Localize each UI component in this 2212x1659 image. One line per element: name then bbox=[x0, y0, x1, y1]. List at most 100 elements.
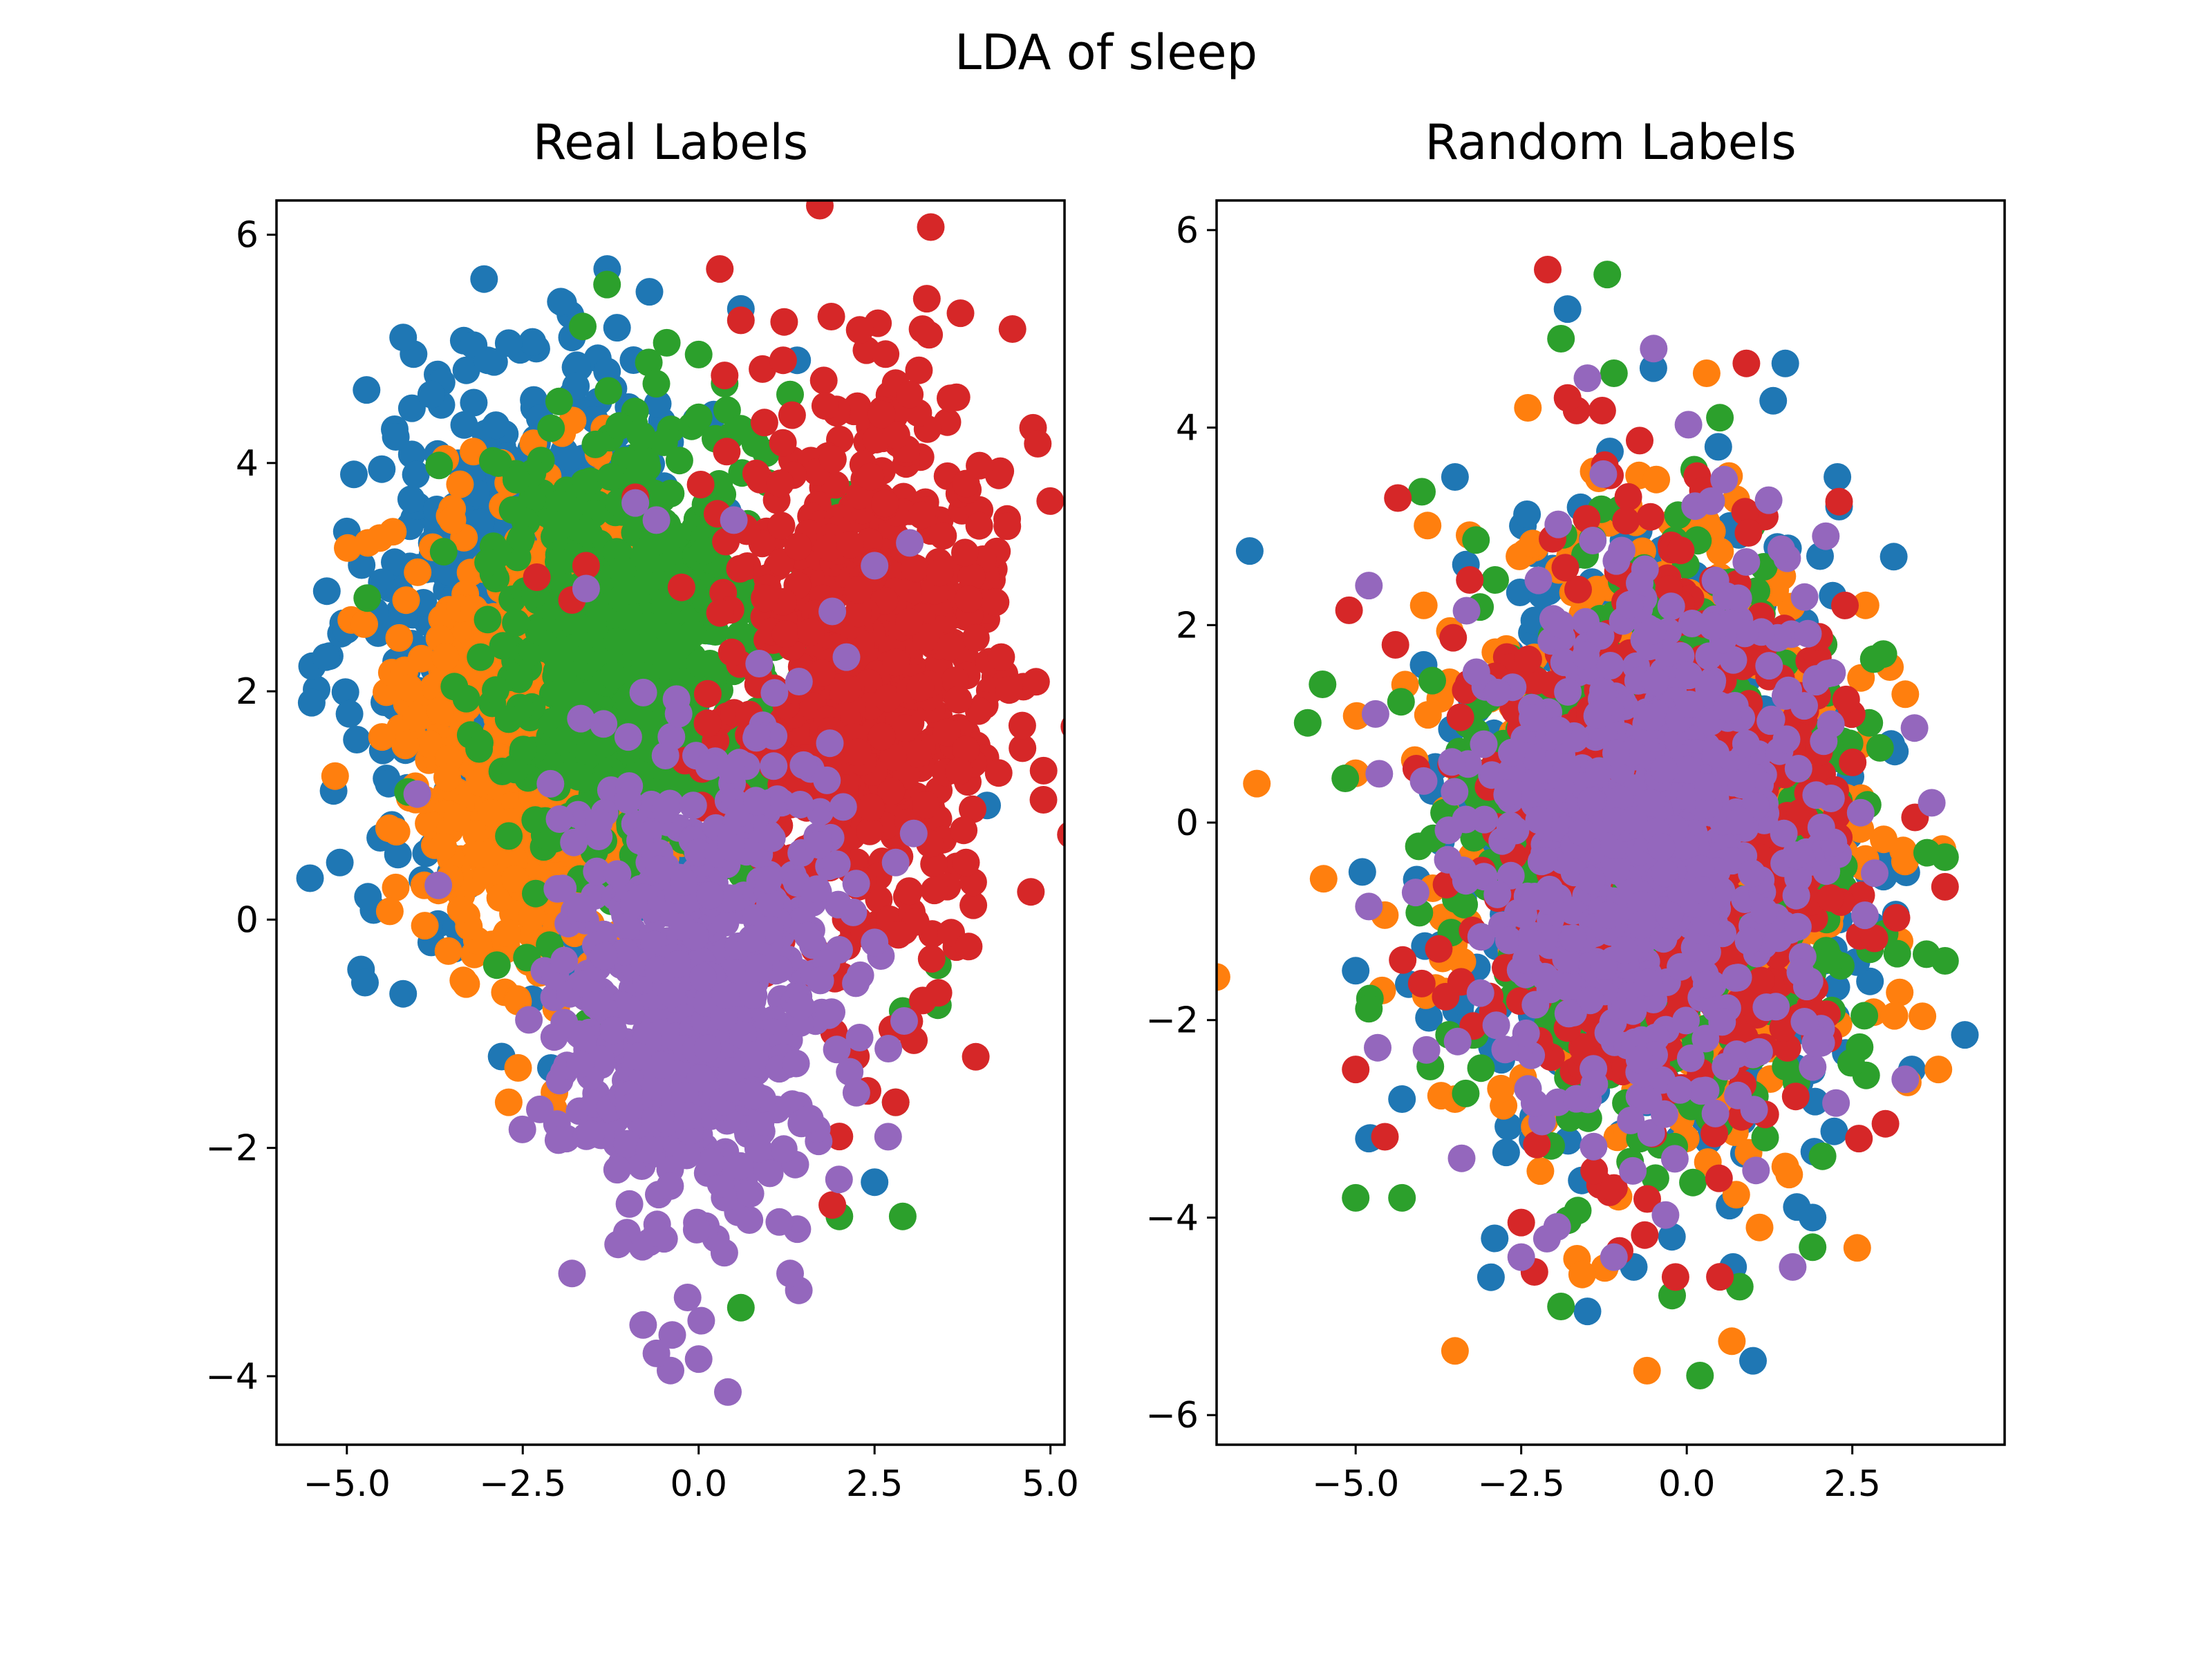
scatter-point bbox=[1951, 1021, 1979, 1049]
scatter-point bbox=[706, 255, 734, 283]
scatter-point bbox=[312, 643, 340, 671]
scatter-point bbox=[667, 573, 695, 601]
scatter-point bbox=[648, 485, 676, 513]
scatter-point bbox=[482, 411, 510, 440]
scatter-point bbox=[735, 1206, 764, 1234]
scatter-point bbox=[343, 726, 371, 753]
scatter-point bbox=[443, 803, 471, 832]
y-tick-label: −2 bbox=[1145, 1000, 1199, 1042]
x-tick-label: −2.5 bbox=[479, 1463, 566, 1505]
scatter-point bbox=[502, 466, 530, 494]
scatter-point bbox=[540, 1023, 568, 1051]
scatter-point bbox=[614, 723, 642, 751]
scatter-point bbox=[467, 643, 495, 671]
scatter-point bbox=[642, 506, 671, 534]
scatter-point bbox=[1441, 1337, 1469, 1365]
scatter-point bbox=[547, 288, 575, 316]
scatter-point bbox=[391, 731, 420, 760]
panel-title-random-labels: Random Labels bbox=[1425, 114, 1796, 171]
plot-frame-real-labels bbox=[275, 199, 1066, 1446]
scatter-point bbox=[590, 710, 618, 738]
scatter-point bbox=[679, 791, 707, 820]
scatter-point bbox=[493, 919, 521, 947]
scatter-point bbox=[964, 697, 993, 725]
scatter-point bbox=[671, 1082, 699, 1110]
scatter-point bbox=[987, 643, 1015, 671]
scatter-point bbox=[1243, 769, 1271, 798]
scatter-point bbox=[615, 1094, 644, 1122]
scatter-point bbox=[1553, 295, 1582, 324]
scatter-point bbox=[465, 735, 494, 763]
scatter-point bbox=[912, 791, 940, 819]
scatter-point bbox=[684, 838, 712, 867]
scatter-point bbox=[776, 380, 804, 409]
scatter-point bbox=[407, 644, 435, 673]
scatter-point bbox=[696, 881, 724, 910]
scatter-point bbox=[998, 315, 1027, 343]
scatter-point bbox=[1388, 1085, 1416, 1113]
scatter-point bbox=[861, 552, 889, 580]
scatter-point bbox=[420, 673, 448, 701]
scatter-point bbox=[836, 1058, 864, 1086]
scatter-point bbox=[861, 928, 889, 957]
scatter-point bbox=[882, 648, 910, 677]
scatter-point bbox=[718, 1057, 747, 1085]
scatter-point bbox=[650, 428, 678, 456]
scatter-point bbox=[384, 841, 412, 869]
scatter-point bbox=[1409, 591, 1438, 619]
scatter-point bbox=[494, 705, 523, 733]
scatter-point bbox=[839, 898, 868, 926]
scatter-point bbox=[1759, 386, 1788, 415]
scatter-point bbox=[1348, 858, 1376, 886]
scatter-point bbox=[549, 874, 577, 903]
scatter-point bbox=[462, 821, 491, 849]
scatter-point bbox=[1331, 765, 1360, 792]
scatter-point bbox=[684, 403, 713, 431]
scatter-point bbox=[641, 1072, 670, 1100]
x-tick-label: −2.5 bbox=[1478, 1463, 1565, 1505]
scatter-point bbox=[640, 1106, 668, 1134]
scatter-point bbox=[785, 668, 813, 695]
scatter-point bbox=[411, 912, 439, 940]
scatter-point bbox=[713, 438, 741, 466]
x-tick-label: 0.0 bbox=[1658, 1463, 1716, 1505]
scatter-point bbox=[1029, 786, 1058, 814]
scatter-point bbox=[500, 865, 529, 893]
scatter-point bbox=[474, 346, 502, 375]
scatter-point bbox=[1745, 1213, 1774, 1241]
scatter-point bbox=[635, 348, 663, 377]
scatter-point bbox=[494, 1088, 523, 1116]
scatter-point bbox=[297, 688, 326, 717]
scatter-point bbox=[856, 462, 885, 491]
scatter-point bbox=[767, 512, 796, 540]
scatter-point bbox=[877, 777, 906, 805]
scatter-point bbox=[505, 662, 533, 691]
scatter-point bbox=[818, 445, 847, 474]
scatter-point bbox=[682, 1215, 711, 1244]
scatter-point bbox=[766, 469, 794, 498]
scatter-point bbox=[581, 991, 610, 1019]
scatter-point bbox=[599, 662, 627, 690]
scatter-point bbox=[637, 637, 666, 665]
scatter-point bbox=[717, 833, 744, 861]
scatter-point bbox=[624, 1042, 652, 1071]
scatter-point bbox=[635, 278, 664, 306]
scatter-point bbox=[397, 394, 426, 422]
scatter-point bbox=[984, 759, 1013, 787]
y-tick-label: −6 bbox=[1145, 1395, 1199, 1436]
scatter-point bbox=[760, 752, 788, 780]
scatter-point bbox=[644, 390, 672, 418]
scatter-point bbox=[871, 489, 899, 518]
scatter-point bbox=[912, 285, 941, 313]
scatter-point bbox=[1494, 1112, 1523, 1141]
scatter-point bbox=[789, 751, 818, 779]
scatter-point bbox=[486, 883, 514, 912]
scatter-point bbox=[727, 415, 755, 443]
scatter-point bbox=[605, 412, 633, 440]
scatter-point bbox=[1568, 1260, 1596, 1288]
scatter-point bbox=[697, 1148, 725, 1177]
scatter-point bbox=[467, 769, 495, 797]
scatter-point bbox=[966, 451, 994, 480]
series-4-points bbox=[403, 489, 928, 1406]
